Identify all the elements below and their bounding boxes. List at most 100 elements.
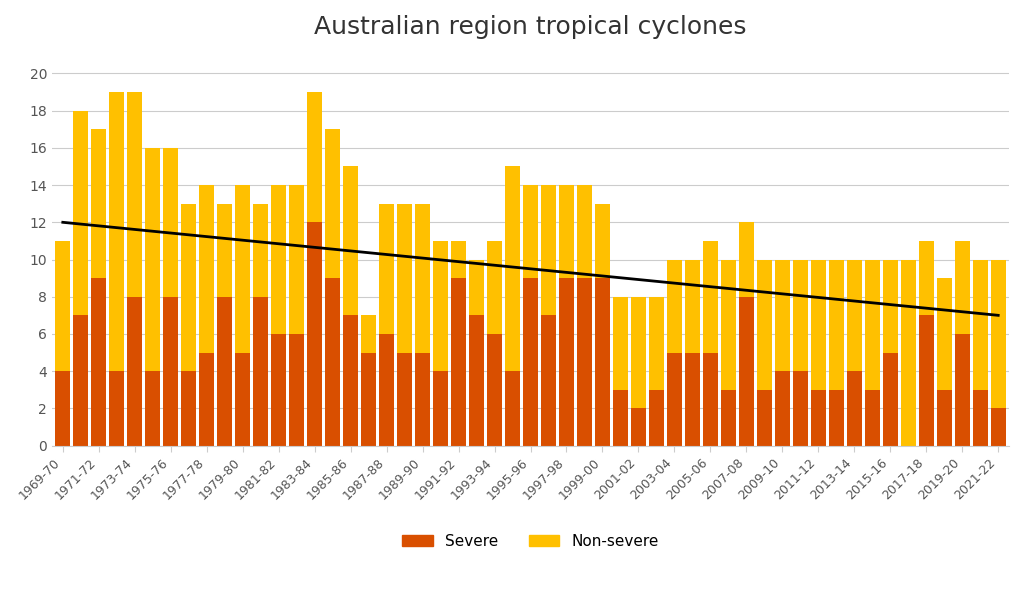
- Bar: [469, 315, 484, 446]
- Bar: [217, 204, 232, 297]
- Bar: [847, 371, 862, 446]
- Bar: [236, 353, 250, 446]
- Bar: [55, 241, 71, 371]
- Bar: [415, 353, 430, 446]
- Bar: [990, 408, 1006, 446]
- Bar: [757, 260, 772, 390]
- Bar: [451, 241, 466, 278]
- Bar: [110, 92, 124, 371]
- Bar: [289, 334, 304, 446]
- Bar: [217, 297, 232, 446]
- Bar: [397, 204, 413, 353]
- Bar: [486, 334, 502, 446]
- Legend: Severe, Non-severe: Severe, Non-severe: [396, 528, 665, 555]
- Bar: [702, 241, 718, 353]
- Bar: [954, 334, 970, 446]
- Bar: [577, 278, 592, 446]
- Bar: [775, 371, 790, 446]
- Bar: [325, 278, 340, 446]
- Bar: [973, 390, 988, 446]
- Bar: [55, 371, 71, 446]
- Bar: [793, 371, 808, 446]
- Bar: [343, 167, 358, 315]
- Title: Australian region tropical cyclones: Australian region tropical cyclones: [314, 15, 746, 39]
- Bar: [721, 390, 736, 446]
- Bar: [91, 129, 106, 278]
- Bar: [253, 297, 268, 446]
- Bar: [307, 222, 323, 446]
- Bar: [379, 204, 394, 334]
- Bar: [811, 390, 826, 446]
- Bar: [199, 185, 214, 353]
- Bar: [649, 297, 665, 390]
- Bar: [811, 260, 826, 390]
- Bar: [361, 353, 376, 446]
- Bar: [612, 390, 628, 446]
- Bar: [828, 390, 844, 446]
- Bar: [505, 167, 520, 371]
- Bar: [937, 390, 952, 446]
- Bar: [612, 297, 628, 390]
- Bar: [343, 315, 358, 446]
- Bar: [721, 260, 736, 390]
- Bar: [181, 371, 197, 446]
- Bar: [253, 204, 268, 297]
- Bar: [864, 390, 880, 446]
- Bar: [181, 204, 197, 371]
- Bar: [937, 278, 952, 390]
- Bar: [397, 353, 413, 446]
- Bar: [271, 185, 287, 334]
- Bar: [919, 241, 934, 315]
- Bar: [883, 353, 898, 446]
- Bar: [559, 185, 574, 278]
- Bar: [631, 408, 646, 446]
- Bar: [775, 260, 790, 371]
- Bar: [631, 297, 646, 408]
- Bar: [505, 371, 520, 446]
- Bar: [415, 204, 430, 353]
- Bar: [757, 390, 772, 446]
- Bar: [236, 185, 250, 353]
- Bar: [451, 278, 466, 446]
- Bar: [685, 260, 700, 353]
- Bar: [973, 260, 988, 390]
- Bar: [919, 315, 934, 446]
- Bar: [91, 278, 106, 446]
- Bar: [486, 241, 502, 334]
- Bar: [793, 260, 808, 371]
- Bar: [433, 241, 449, 371]
- Bar: [847, 260, 862, 371]
- Bar: [667, 353, 682, 446]
- Bar: [828, 260, 844, 390]
- Bar: [145, 148, 161, 371]
- Bar: [649, 390, 665, 446]
- Bar: [577, 185, 592, 278]
- Bar: [73, 315, 88, 446]
- Bar: [667, 260, 682, 353]
- Bar: [469, 260, 484, 315]
- Bar: [883, 260, 898, 353]
- Bar: [163, 297, 178, 446]
- Bar: [523, 278, 539, 446]
- Bar: [433, 371, 449, 446]
- Bar: [864, 260, 880, 390]
- Bar: [901, 260, 915, 446]
- Bar: [361, 315, 376, 353]
- Bar: [990, 260, 1006, 408]
- Bar: [595, 278, 610, 446]
- Bar: [163, 148, 178, 297]
- Bar: [145, 371, 161, 446]
- Bar: [73, 111, 88, 315]
- Bar: [523, 185, 539, 278]
- Bar: [702, 353, 718, 446]
- Bar: [199, 353, 214, 446]
- Bar: [379, 334, 394, 446]
- Bar: [954, 241, 970, 334]
- Bar: [595, 204, 610, 278]
- Bar: [738, 222, 754, 297]
- Bar: [559, 278, 574, 446]
- Bar: [127, 297, 142, 446]
- Bar: [541, 185, 556, 315]
- Bar: [271, 334, 287, 446]
- Bar: [325, 129, 340, 278]
